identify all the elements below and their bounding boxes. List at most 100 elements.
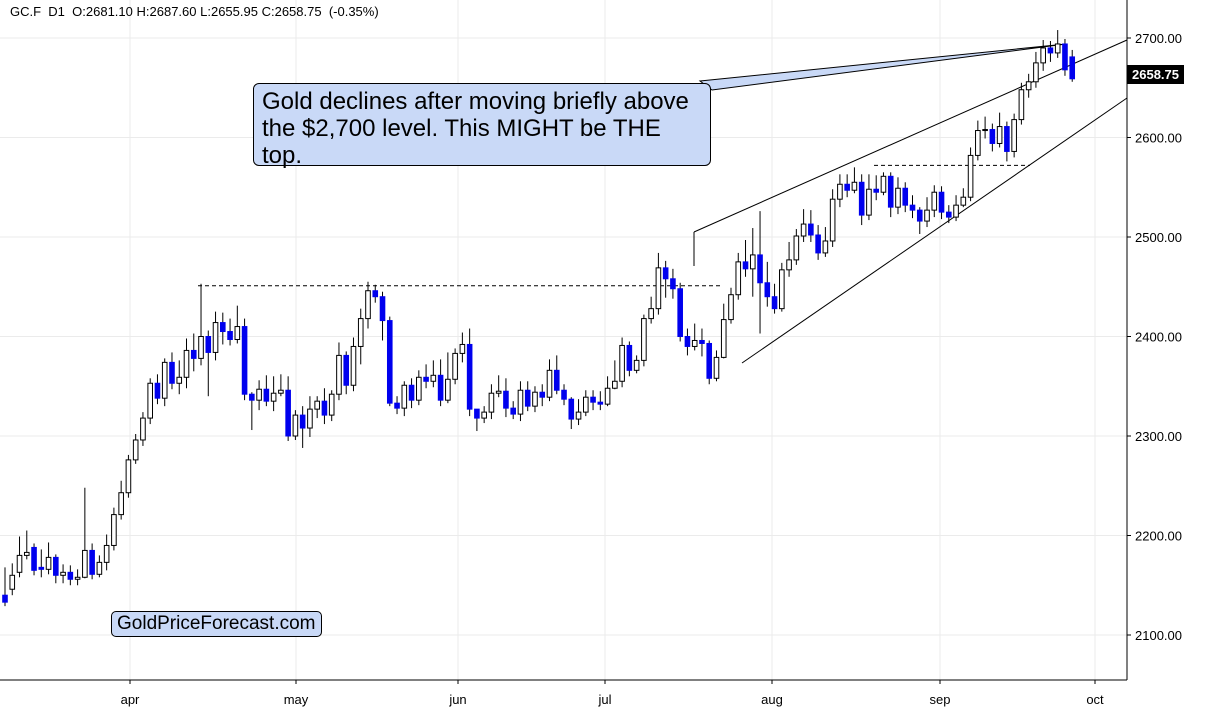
candle-body <box>1025 81 1032 91</box>
candle-body <box>147 382 153 419</box>
candle-body <box>561 389 567 400</box>
candle-body <box>89 549 95 575</box>
candle-body <box>1011 119 1017 152</box>
open-value: O:2681.10 <box>72 4 133 19</box>
x-tick-label: may <box>284 692 309 707</box>
candle-body <box>350 345 357 386</box>
candle-body <box>45 556 52 570</box>
candle-body <box>706 342 713 379</box>
candle-body <box>793 235 800 261</box>
candle-body <box>132 439 139 461</box>
callout-pointer <box>698 43 1067 91</box>
candle-body <box>844 183 850 191</box>
candle-body <box>677 288 683 337</box>
high-value: H:2687.60 <box>136 4 197 19</box>
candle-body <box>263 388 270 402</box>
candle-body <box>858 181 865 216</box>
candle-body <box>249 393 255 401</box>
candle-body <box>612 380 618 389</box>
candle-body <box>38 566 45 570</box>
candle-body <box>749 254 756 270</box>
candle-body <box>386 320 393 404</box>
candle-body <box>111 514 117 546</box>
candle-body <box>517 389 524 415</box>
candle-body <box>510 407 516 415</box>
candle-body <box>931 191 938 211</box>
symbol-label: GC.F <box>10 4 42 19</box>
candle-body <box>212 322 219 353</box>
candle-body <box>590 396 596 403</box>
candle-body <box>183 349 190 378</box>
candle-body <box>597 401 604 405</box>
candle-body <box>575 411 582 420</box>
x-tick-label: oct <box>1086 692 1104 707</box>
candle-body <box>553 369 560 391</box>
candle-body <box>895 187 901 208</box>
candle-body <box>633 359 640 371</box>
x-tick-label: jul <box>597 692 611 707</box>
candle-body <box>314 400 320 410</box>
candle-body <box>278 389 284 394</box>
candle-body <box>488 392 495 413</box>
candle-body <box>74 576 81 580</box>
candle-body <box>16 554 23 573</box>
candle-body <box>699 339 705 344</box>
candle-body <box>401 384 408 409</box>
candle-body <box>60 571 66 576</box>
candle-body <box>336 354 342 395</box>
candle-body <box>720 319 727 358</box>
candle-body <box>662 267 669 280</box>
candle-body <box>924 209 930 222</box>
candle-body <box>140 417 146 441</box>
candle-body <box>416 376 422 401</box>
x-tick-label: jun <box>448 692 466 707</box>
candle-body <box>343 354 350 386</box>
candle-body <box>982 129 988 132</box>
candle-body <box>786 259 792 271</box>
candle-body <box>691 339 698 347</box>
candle-body <box>771 296 778 310</box>
candle-body <box>909 204 916 211</box>
candle-body <box>1062 43 1068 71</box>
candle-body <box>307 408 313 429</box>
candle-body <box>938 191 945 213</box>
candle-body <box>808 223 814 236</box>
candle-body <box>1040 47 1046 64</box>
candle-body <box>285 389 291 437</box>
candle-body <box>975 130 981 156</box>
candle-body <box>800 223 807 237</box>
candle-body <box>902 187 909 206</box>
annotation-callout: Gold declines after moving briefly above… <box>253 83 711 169</box>
candle-body <box>815 234 821 254</box>
y-tick-label: 2200.00 <box>1135 529 1182 544</box>
candle-body <box>1054 43 1061 54</box>
candle-body <box>1004 126 1010 152</box>
candle-body <box>503 390 509 409</box>
watermark-label: GoldPriceForecast.com <box>111 611 322 637</box>
y-tick-label: 2100.00 <box>1135 628 1182 643</box>
y-tick-label: 2700.00 <box>1135 31 1182 46</box>
y-tick-label: 2400.00 <box>1135 330 1182 345</box>
candle-body <box>481 411 487 419</box>
candle-body <box>757 254 763 284</box>
candle-body <box>2 594 8 603</box>
candle-body <box>996 126 1003 144</box>
ohlc-header: GC.F D1 O:2681.10 H:2687.60 L:2655.95 C:… <box>10 4 379 19</box>
candle-body <box>524 389 531 407</box>
candle-body <box>779 269 785 310</box>
y-tick-label: 2500.00 <box>1135 230 1182 245</box>
candle-body <box>357 318 364 347</box>
close-value: C:2658.75 <box>261 4 322 19</box>
candle-body <box>53 556 59 576</box>
candle-body <box>437 374 444 401</box>
candle-body <box>837 183 843 200</box>
candle-body <box>292 414 299 437</box>
candle-body <box>670 278 676 290</box>
candle-body <box>372 290 379 298</box>
candle-body <box>459 343 466 354</box>
candle-body <box>539 391 546 398</box>
candle-body <box>641 318 647 361</box>
candle-body <box>764 282 771 298</box>
candle-body <box>735 261 742 296</box>
candle-body <box>23 551 30 556</box>
